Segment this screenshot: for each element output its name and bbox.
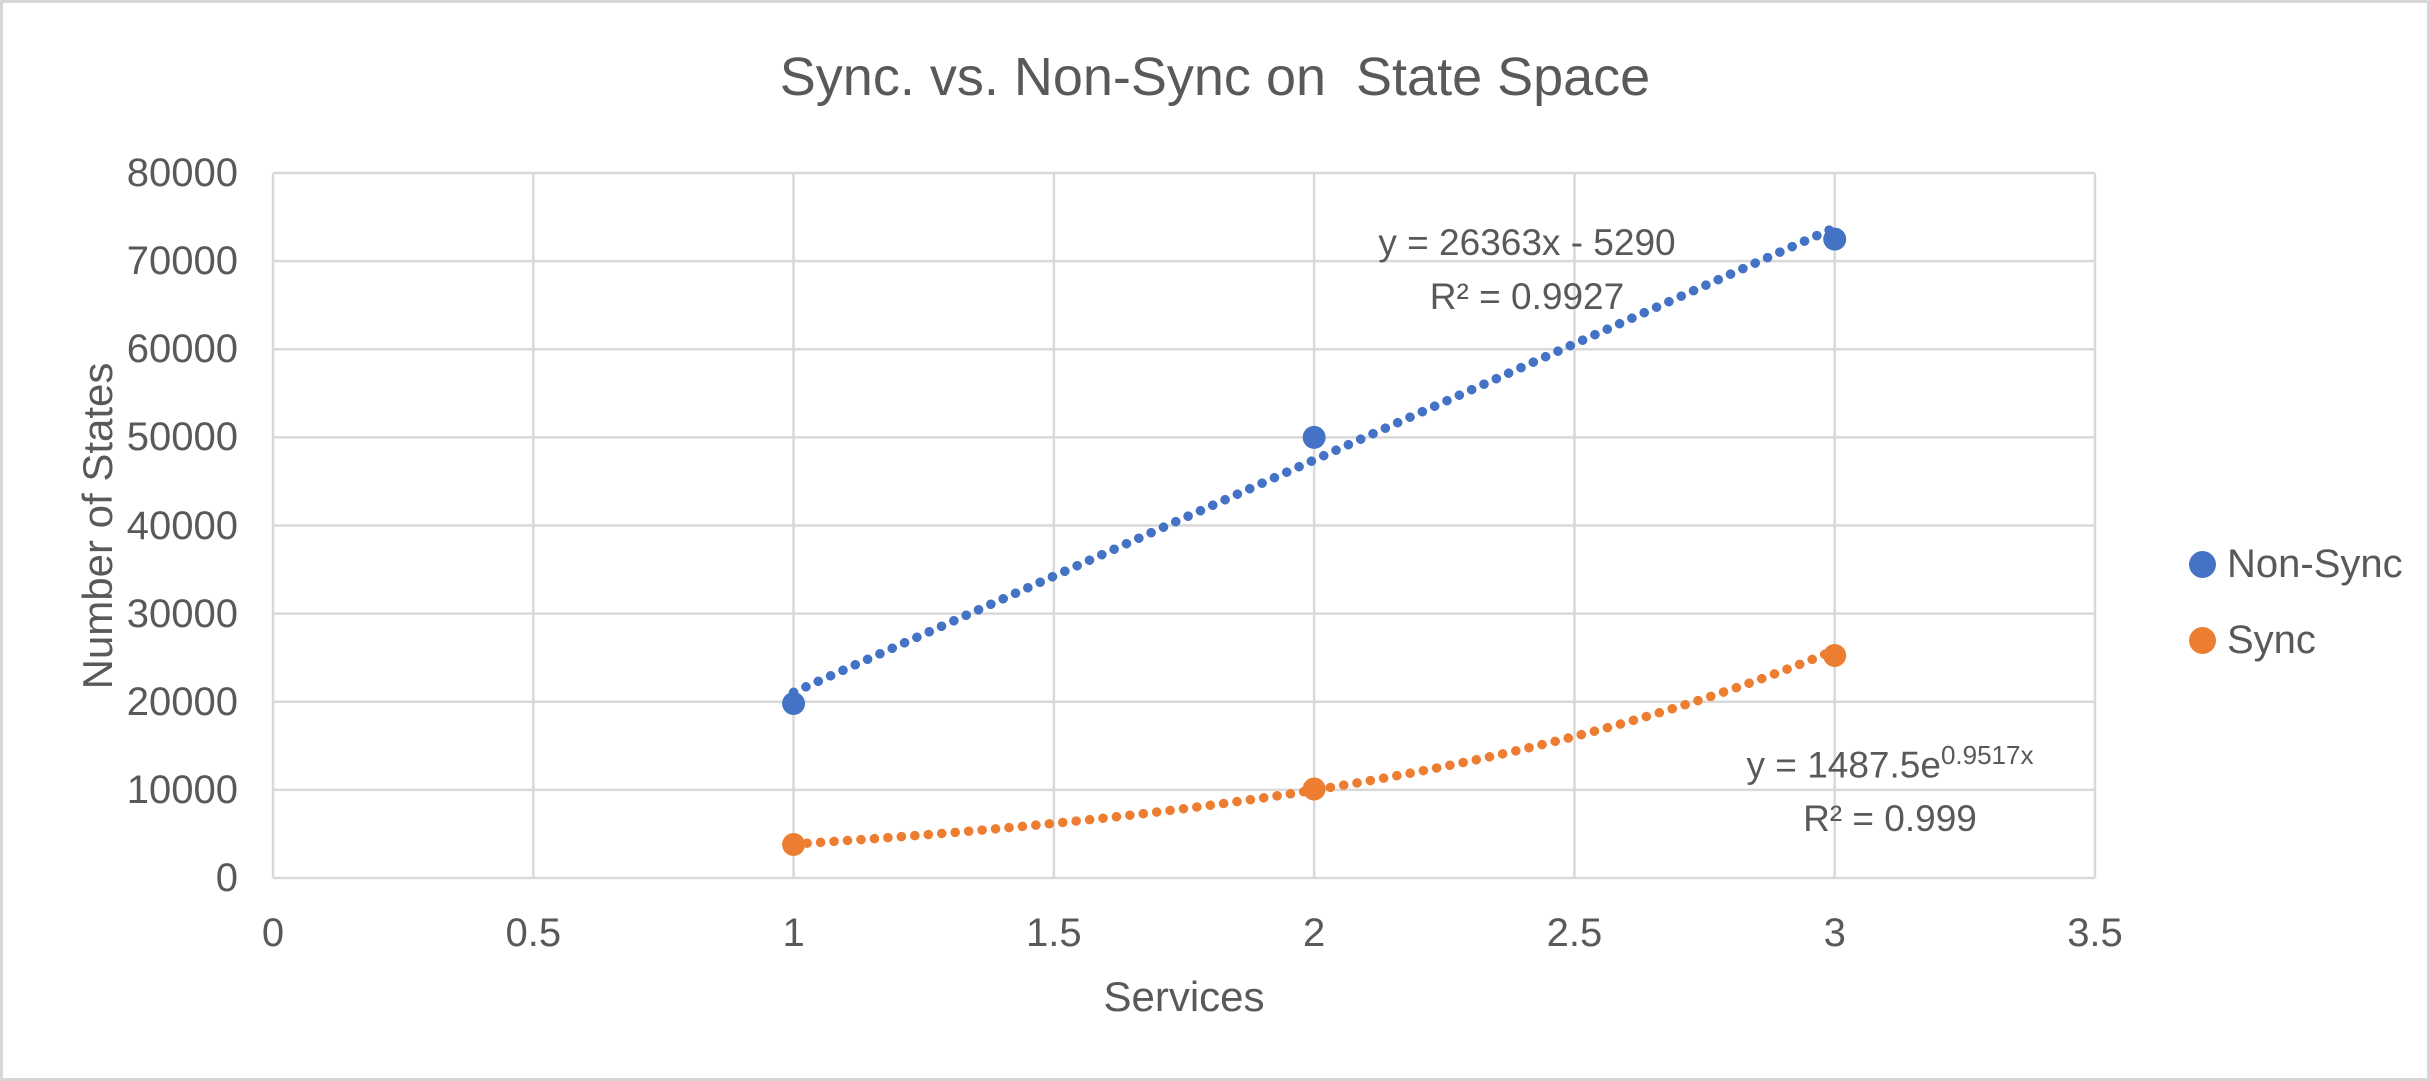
y-tick-label: 50000 [126,415,238,460]
x-tick-label: 3 [1823,911,1846,955]
sync-legend-label: Sync [2227,618,2316,662]
x-tick-label: 3.5 [2067,911,2123,955]
nonsync-trendline-equation: y = 26363x - 5290 [1378,222,1676,263]
legend-item-nonsync: Non-Sync [2189,543,2403,585]
y-tick-label: 60000 [126,327,238,372]
y-tick-label: 70000 [126,239,238,284]
nonsync-trendline [788,222,1840,698]
plot-area [271,171,2097,880]
sync-legend-marker-icon [2189,626,2216,654]
sync-data-point [1302,777,1326,801]
y-tick-label: 80000 [126,151,238,195]
x-tick-label: 1 [782,911,805,955]
sync-trendline-equation: y = 1487.5e0.9517x [1746,740,2034,786]
y-tick-label: 0 [215,856,238,900]
x-axis-title: Services [1103,973,1265,1020]
nonsync-legend-marker-icon [2189,550,2216,578]
legend-item-sync: Sync [2189,619,2316,661]
nonsync-data-point [1823,227,1847,251]
nonsync-trendline-label: y = 26363x - 5290 R² = 0.9927 [1378,216,1675,324]
nonsync-data-point [782,692,806,716]
nonsync-trendline-r2: R² = 0.9927 [1429,276,1625,317]
y-axis-title: Number of States [74,362,121,689]
x-tick-label: 2.5 [1546,911,1603,955]
x-tick-label: 1.5 [1026,911,1082,955]
chart-title: Sync. vs. Non-Sync on State Space [779,47,1651,107]
sync-data-point [782,833,806,857]
nonsync-legend-label: Non-Sync [2227,542,2403,586]
sync-data-point [1823,643,1847,667]
sync-trendline-r2: R² = 0.999 [1803,798,1977,840]
y-tick-label: 40000 [126,503,238,548]
y-tick-label: 10000 [126,767,238,812]
x-tick-label: 2 [1303,911,1326,955]
x-tick-label: 0 [261,911,285,955]
sync-trendline-label: y = 1487.5e0.9517x R² = 0.999 [1747,728,2034,846]
y-tick-label: 20000 [126,679,238,724]
nonsync-data-point [1302,425,1326,449]
y-tick-label: 30000 [126,591,238,636]
x-tick-label: 0.5 [505,911,562,955]
sync-trendline-exponent: 0.9517x [1940,740,2034,770]
